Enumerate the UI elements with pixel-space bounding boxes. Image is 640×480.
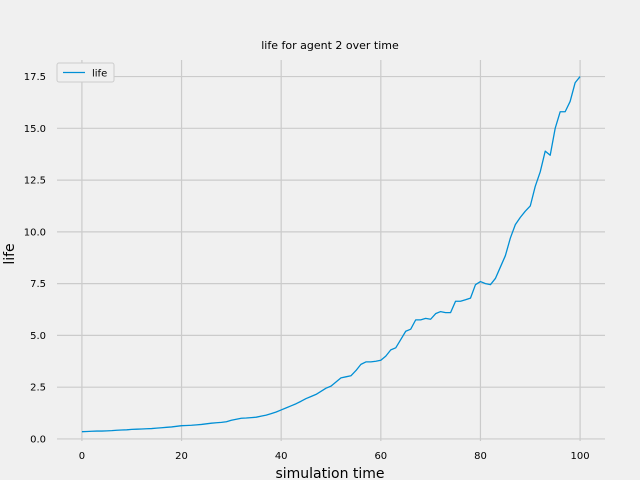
- series-layer: [81, 76, 581, 433]
- y-tick-label: 5.0: [30, 331, 46, 342]
- grid: [57, 60, 605, 441]
- y-tick-label: 12.5: [24, 176, 46, 187]
- x-axis-label: simulation time: [275, 466, 384, 480]
- y-axis-label: life: [2, 243, 18, 264]
- y-tick-label: 15.0: [24, 124, 46, 135]
- y-tick-label: 17.5: [24, 72, 46, 83]
- y-tick-label: 7.5: [30, 279, 46, 290]
- y-axis-ticks: 0.0 2.5 5.0 7.5 10.0 12.5 15.0 17.5: [24, 72, 46, 445]
- y-tick-label: 10.0: [24, 227, 46, 238]
- legend: life: [56, 62, 115, 83]
- x-axis-ticks: 0 20 40 60 80 100: [79, 451, 590, 462]
- x-tick-label: 60: [374, 451, 387, 462]
- y-tick-label: 0.0: [30, 434, 46, 445]
- series-line-life: [81, 76, 581, 433]
- x-tick-label: 0: [79, 451, 85, 462]
- chart-title: life for agent 2 over time: [261, 39, 399, 52]
- x-tick-label: 100: [571, 451, 590, 462]
- x-tick-label: 40: [275, 451, 288, 462]
- x-tick-label: 20: [175, 451, 188, 462]
- legend-box: [56, 62, 115, 83]
- x-tick-label: 80: [474, 451, 487, 462]
- y-tick-label: 2.5: [30, 383, 46, 394]
- legend-label-life: life: [92, 69, 107, 80]
